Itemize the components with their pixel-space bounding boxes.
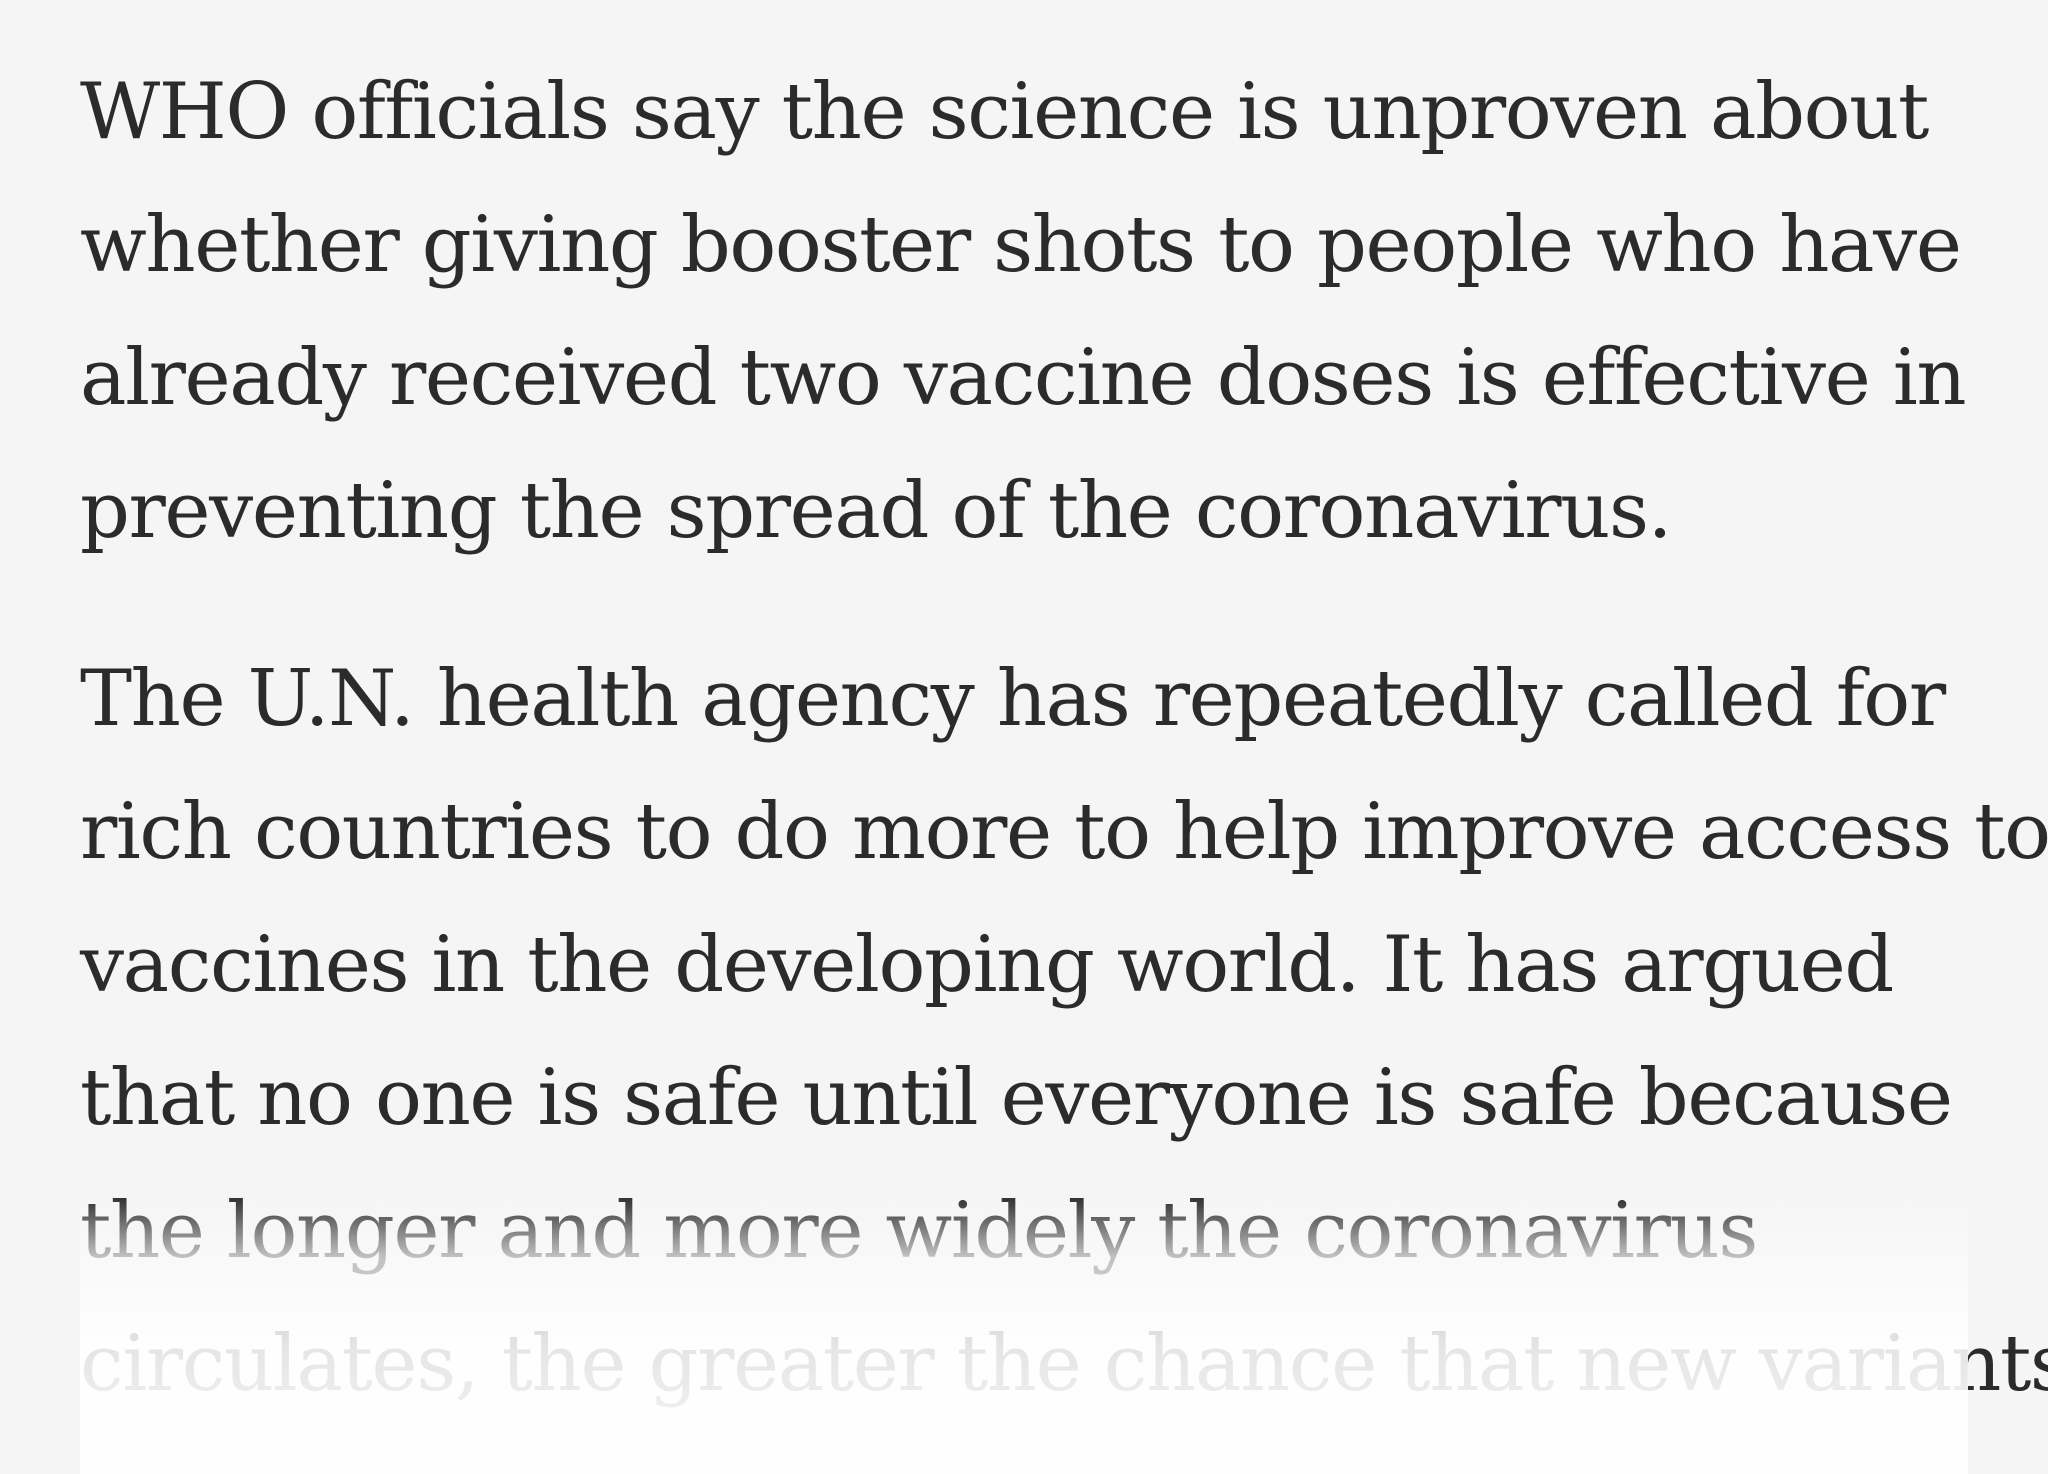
paragraph-line: already received two vaccine doses is ef… xyxy=(80,333,1967,423)
paragraph-line: rich countries to do more to help improv… xyxy=(80,787,2048,877)
paragraph-line: preventing the spread of the coronavirus… xyxy=(80,466,1672,556)
article-paragraph: WHO officials say the science is unprove… xyxy=(80,46,1988,578)
paragraph-line: whether giving booster shots to people w… xyxy=(80,200,1962,290)
article-paragraph: The U.N. health agency has repeatedly ca… xyxy=(80,633,2048,1431)
paragraph-line: The U.N. health agency has repeatedly ca… xyxy=(80,654,1946,744)
paragraph-line: WHO officials say the science is unprove… xyxy=(80,67,1929,157)
paragraph-line: circulates, the greater the chance that … xyxy=(80,1319,2048,1409)
paragraph-line: the longer and more widely the coronavir… xyxy=(80,1186,1758,1276)
paragraph-line: vaccines in the developing world. It has… xyxy=(80,920,1894,1010)
paragraph-line: that no one is safe until everyone is sa… xyxy=(80,1053,1953,1143)
